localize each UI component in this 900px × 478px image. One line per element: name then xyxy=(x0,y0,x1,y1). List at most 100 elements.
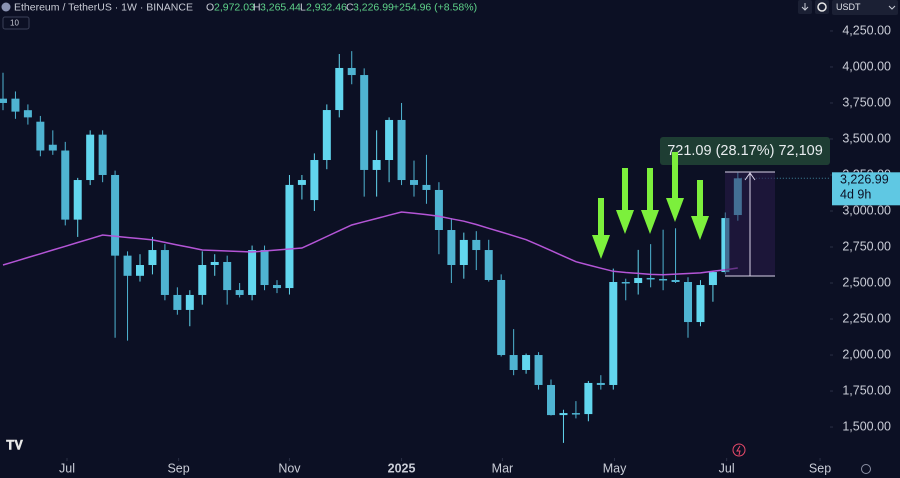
candle-body xyxy=(659,278,668,281)
symbol: Ethereum / TetherUS · 1W · BINANCE xyxy=(14,1,193,13)
candle-body xyxy=(111,174,120,256)
low-label: L xyxy=(300,1,306,13)
candle-body xyxy=(571,413,580,415)
y-tick-label: 1,500.00 xyxy=(842,419,891,433)
plot-area: 1,500.00 1,750.00 2,000.00 2,250.00 2,500.00… xyxy=(0,23,900,475)
candle-body xyxy=(509,355,518,371)
arrow xyxy=(592,198,610,259)
x-tick-label: Sep xyxy=(167,461,189,475)
x-tick-label: Sep xyxy=(809,461,831,475)
candle-body xyxy=(397,119,406,181)
down-icon xyxy=(801,3,809,11)
candle-body xyxy=(609,282,618,385)
candle-body xyxy=(310,160,319,201)
candle-body xyxy=(434,189,443,231)
refresh-button[interactable] xyxy=(815,0,829,14)
measure-label-bg xyxy=(660,137,830,165)
x-tick-label: 2025 xyxy=(388,461,416,475)
y-tick-label: 3,000.00 xyxy=(842,203,891,217)
candle-body xyxy=(135,265,144,276)
countdown: 4d 9h xyxy=(840,188,871,202)
candle-body xyxy=(260,250,269,286)
candle-body xyxy=(484,250,493,280)
currency: USDT xyxy=(836,2,861,12)
measure-label: 721.09 (28.17%) 72,109 xyxy=(667,143,823,159)
candle-body xyxy=(198,265,207,295)
candle-body xyxy=(61,150,70,220)
candle-body xyxy=(98,134,107,175)
indicators-toggle[interactable] xyxy=(2,16,30,30)
currency-select[interactable] xyxy=(832,0,898,15)
candle-body xyxy=(547,384,556,416)
candle-body xyxy=(160,250,169,295)
close-value: 3,226.99 xyxy=(353,1,394,13)
candle-body xyxy=(210,261,219,266)
x-tick-label: Mar xyxy=(492,461,514,475)
candle-body xyxy=(248,250,257,295)
x-tick-label: May xyxy=(603,461,627,475)
y-tick-label: 3,500.00 xyxy=(842,131,891,145)
candle-body xyxy=(410,180,419,185)
change: +254.96 (+8.58%) xyxy=(393,1,477,13)
candle-body xyxy=(621,282,630,284)
candle-body xyxy=(671,279,680,283)
x-tick-label: Jul xyxy=(719,461,735,475)
candle-body xyxy=(235,290,244,295)
candle-body xyxy=(634,277,643,284)
candle-body xyxy=(459,239,468,266)
y-tick-label: 2,000.00 xyxy=(842,347,891,361)
candle-body xyxy=(23,110,32,118)
candle-body xyxy=(559,413,568,416)
candle-body xyxy=(522,355,531,371)
candle-body xyxy=(472,239,481,251)
candle-body xyxy=(534,355,543,385)
candle-body xyxy=(322,110,331,161)
last-price-label: 3,226.99 xyxy=(840,173,889,187)
candle-body xyxy=(185,294,194,310)
refresh-icon xyxy=(817,2,827,12)
candle-body xyxy=(86,134,95,181)
candle-body xyxy=(372,160,381,170)
candle-body xyxy=(385,119,394,161)
y-tick-label: 2,500.00 xyxy=(842,275,891,289)
measure-arrow-head xyxy=(744,172,756,181)
open-label: O xyxy=(206,1,214,13)
candle-body xyxy=(36,121,45,151)
y-tick-label: 4,000.00 xyxy=(842,59,891,73)
settings-icon[interactable] xyxy=(861,464,871,474)
candle-body xyxy=(335,67,344,111)
arrows xyxy=(592,152,709,259)
y-tick-label: 2,750.00 xyxy=(842,239,891,253)
candle-body xyxy=(646,277,655,280)
candle-body xyxy=(447,230,456,266)
candle-body xyxy=(596,382,605,385)
last-price-tag xyxy=(832,172,900,206)
y-tick-label: 1,750.00 xyxy=(842,383,891,397)
arrow xyxy=(691,180,709,240)
candle-body xyxy=(272,285,281,289)
symbol-icon xyxy=(1,2,11,12)
close-label: C xyxy=(346,1,354,13)
candle-body xyxy=(696,285,705,323)
candle-body xyxy=(684,282,693,323)
candle-body xyxy=(708,272,717,286)
y-tick-label: 2,250.00 xyxy=(842,311,891,325)
y-tick-label: 4,250.00 xyxy=(842,23,891,37)
arrow xyxy=(616,168,634,234)
currency-caret xyxy=(888,5,896,10)
candle-body xyxy=(123,255,132,276)
logo: 𝐓𝐕 xyxy=(6,437,23,452)
lightning-icon[interactable] xyxy=(732,443,746,457)
candle-body xyxy=(223,261,232,291)
candle-body xyxy=(148,250,157,266)
lightning-bolt xyxy=(736,445,741,456)
candle-body xyxy=(422,184,431,190)
arrow xyxy=(666,152,684,222)
candle-body xyxy=(285,184,294,289)
high-value: 3,265.44 xyxy=(260,1,301,13)
x-tick-label: Nov xyxy=(278,461,301,475)
high-label: H xyxy=(253,1,261,13)
candle-body xyxy=(347,67,356,76)
low-value: 2,932.46 xyxy=(306,1,347,13)
